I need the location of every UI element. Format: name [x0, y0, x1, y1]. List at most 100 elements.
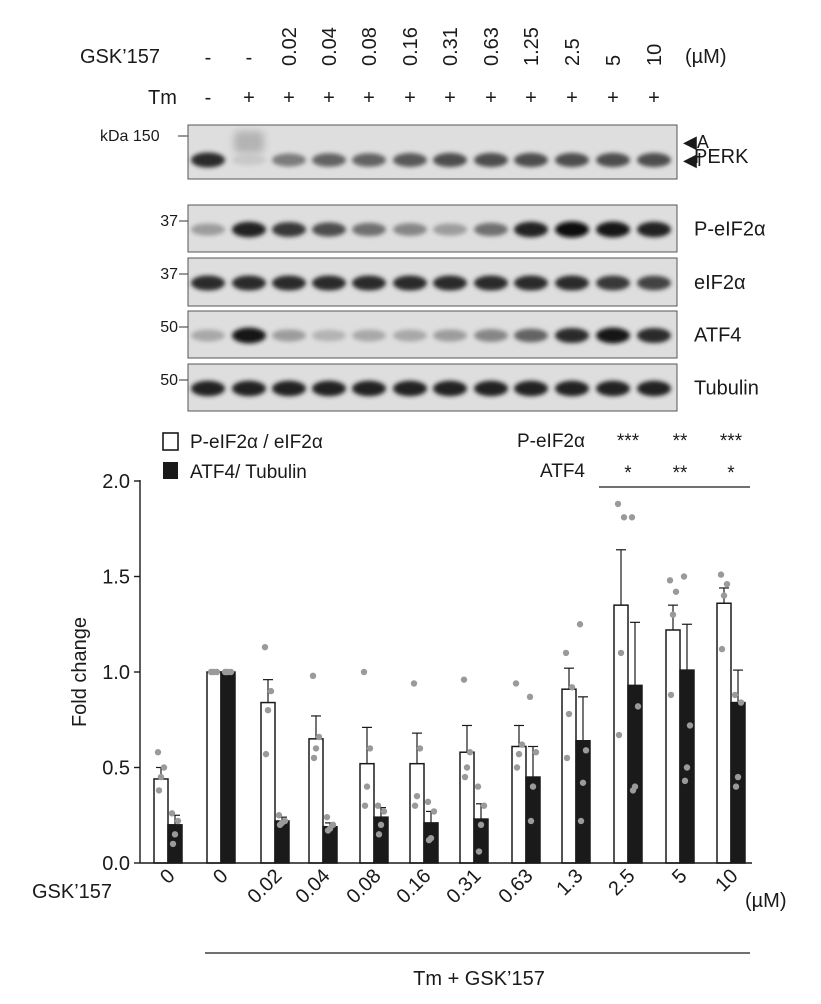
band-tubulin-0: [191, 380, 225, 397]
bar-group-p-eif2-eif2-2: [260, 643, 276, 864]
band-eif2-4: [352, 275, 386, 291]
band-eif2-7: [474, 275, 508, 291]
point-p-eif2-eif2-11-0: [717, 571, 725, 578]
x-unit-label: (µM): [745, 890, 787, 912]
point-p-eif2-eif2-9-2: [617, 649, 625, 657]
y-tick-label-1-5: 1.5: [102, 567, 130, 589]
band-atf4-8: [514, 328, 548, 343]
band-eif2-9: [555, 275, 589, 291]
band-p-eif2-10: [596, 221, 630, 238]
point-atf4-tubulin-8-0: [576, 621, 584, 628]
sig-mark-atf4-2: *: [727, 463, 735, 484]
point-atf4-tubulin-4-2: [377, 821, 385, 828]
point-p-eif2-eif2-0-3: [155, 787, 163, 794]
gsk-row-label: GSK’157: [80, 46, 160, 68]
bar-group-atf4-tubulin-3: [322, 813, 338, 864]
blot-label-p-eif2: P-eIF2α: [694, 219, 766, 241]
band-tubulin-1: [232, 380, 266, 397]
point-atf4-tubulin-5-1: [430, 808, 438, 815]
blot-label-perk: PERK: [694, 146, 749, 168]
band-p-eif2-9: [555, 221, 589, 238]
point-atf4-tubulin-0-0: [168, 810, 176, 817]
dose-label-8: 1.25: [521, 27, 543, 66]
x-row-label: GSK’157: [32, 881, 112, 903]
point-p-eif2-eif2-5-2: [413, 792, 421, 800]
x-tick-label-11: 10: [711, 865, 742, 896]
point-p-eif2-eif2-11-1: [723, 580, 731, 588]
point-atf4-tubulin-4-3: [375, 831, 383, 838]
sig-mark-atf4-0: *: [624, 463, 632, 484]
band-eif2-1: [232, 275, 266, 291]
blot-frame-atf4: [187, 310, 678, 359]
tm-row-label: Tm: [148, 87, 177, 109]
dose-label-11: 10: [644, 44, 666, 66]
band-perk-10: [596, 152, 630, 168]
bar-atf4-tubulin-11: [730, 701, 746, 864]
bar-p-eif2-eif2-10: [665, 629, 681, 864]
bar-group-atf4-tubulin-8: [575, 621, 591, 864]
bar-group-atf4-tubulin-7: [525, 693, 541, 864]
point-atf4-tubulin-0-3: [169, 840, 177, 848]
point-atf4-tubulin-9-3: [629, 787, 637, 794]
x-tick-label-4: 0.08: [342, 865, 385, 908]
x-tick-label-6: 0.31: [442, 865, 485, 908]
point-atf4-tubulin-11-3: [732, 783, 740, 790]
band-perk-9: [555, 152, 589, 168]
point-atf4-tubulin-0-2: [171, 831, 179, 838]
bar-group-atf4-tubulin-2: [274, 812, 290, 864]
point-p-eif2-eif2-6-0: [460, 676, 468, 683]
kda-marker-p-eif2: 37: [160, 213, 178, 230]
treatment-bracket-label: Tm + GSK’157: [413, 968, 545, 990]
point-atf4-tubulin-4-0: [374, 802, 382, 809]
point-atf4-tubulin-3-3: [324, 827, 332, 834]
band-atf4-0: [191, 329, 225, 342]
point-p-eif2-eif2-9-1: [620, 514, 628, 521]
band-p-eif2-1: [232, 221, 266, 238]
band-tubulin-10: [596, 380, 630, 397]
x-tick-label-10: 5: [668, 865, 691, 888]
x-tick-label-1: 0: [209, 865, 232, 888]
legend-label-p-eif2a: P-eIF2α / eIF2α: [190, 432, 323, 453]
dose-label-5: 0.16: [400, 27, 422, 66]
point-p-eif2-eif2-11-2: [720, 592, 728, 599]
dose-labels: - - 0.02 0.04 0.08 0.16 0.31 0.63 1.25 2.5 5 10: [205, 27, 666, 69]
bar-group-p-eif2-eif2-0: [153, 749, 169, 864]
band-tubulin-3: [312, 380, 346, 397]
point-atf4-tubulin-11-2: [734, 773, 742, 781]
band-eif2-0: [191, 275, 225, 291]
y-tick-label-2-0: 2.0: [102, 471, 130, 493]
band-p-eif2-4: [352, 222, 386, 237]
legend: P-eIF2α / eIF2α ATF4/ Tubulin: [162, 432, 323, 483]
blot-panel-tubulin: Tubulin 50: [160, 363, 759, 412]
sig-mark-p-eif2-1: **: [673, 431, 688, 452]
bars: [153, 500, 746, 864]
point-p-eif2-eif2-0-0: [154, 749, 162, 756]
band-perk-5: [393, 153, 427, 167]
point-atf4-tubulin-10-3: [681, 777, 689, 785]
x-tick-label-7: 0.63: [494, 865, 537, 908]
sig-mark-atf4-1: **: [673, 463, 688, 484]
dose-label-6: 0.31: [440, 27, 462, 66]
point-atf4-tubulin-3-0: [323, 813, 331, 821]
band-atf4-6: [433, 329, 467, 342]
band-atf4-5: [393, 329, 427, 342]
point-p-eif2-eif2-3-2: [312, 745, 320, 752]
band-p-eif2-11: [637, 221, 671, 238]
point-p-eif2-eif2-8-3: [563, 754, 571, 762]
bar-group-atf4-tubulin-1: [220, 668, 236, 864]
point-p-eif2-eif2-5-1: [416, 745, 424, 752]
dose-label-1: -: [246, 47, 253, 69]
sig-row-label-atf4: ATF4: [540, 461, 585, 482]
point-p-eif2-eif2-3-3: [310, 754, 318, 762]
tm-sign-8: +: [525, 87, 537, 109]
band-p-eif2-3: [312, 222, 346, 237]
y-axis: 0.0 0.5 1.0 1.5 2.0: [102, 471, 141, 875]
bar-p-eif2-eif2-11: [716, 602, 732, 864]
band-perk-0: [191, 152, 225, 168]
point-atf4-tubulin-4-1: [380, 808, 388, 815]
point-p-eif2-eif2-11-3: [718, 645, 726, 653]
tm-sign-9: +: [566, 87, 578, 109]
band-tubulin-5: [393, 380, 427, 397]
band-eif2-11: [637, 275, 671, 291]
band-tubulin-8: [514, 380, 548, 397]
